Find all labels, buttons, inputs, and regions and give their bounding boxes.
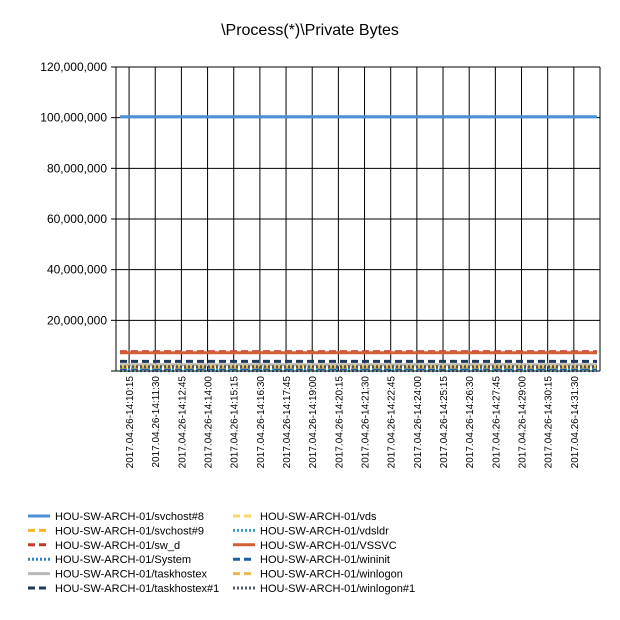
axes [111, 66, 601, 372]
plot-series [120, 115, 597, 373]
legend-label: HOU-SW-ARCH-01/taskhostex [55, 569, 207, 581]
x-tick-label: 2017.04.26-14:27:45 [491, 376, 502, 469]
x-tick-label: 2017.04.26-14:25:15 [439, 376, 450, 469]
x-tick-label: 2017.04.26-14:12:45 [177, 376, 188, 469]
legend: HOU-SW-ARCH-01/svchost#8 HOU-SW-ARCH-01/s… [28, 511, 415, 595]
grid [116, 66, 600, 372]
legend-item: HOU-SW-ARCH-01/winlogon [233, 569, 403, 581]
legend-item: HOU-SW-ARCH-01/taskhostex#1 [28, 583, 219, 595]
legend-item: HOU-SW-ARCH-01/sw_d [28, 540, 180, 552]
y-tick-label: 60,000,000 [47, 212, 107, 226]
x-tick-label: 2017.04.26-14:17:45 [282, 376, 293, 469]
x-tick-label: 2017.04.26-14:22:45 [387, 376, 398, 469]
y-tick-label: 20,000,000 [47, 313, 107, 327]
y-tick-label: 100,000,000 [40, 111, 107, 125]
legend-label: HOU-SW-ARCH-01/vds [260, 511, 377, 523]
x-tick-label: 2017.04.26-14:26:30 [465, 376, 476, 469]
x-tick-label: 2017.04.26-14:10:15 [125, 376, 136, 469]
y-tick-label: 80,000,000 [47, 161, 107, 175]
x-tick-label: 2017.04.26-14:19:00 [308, 376, 319, 469]
legend-item: HOU-SW-ARCH-01/svchost#8 [28, 511, 204, 523]
legend-label: HOU-SW-ARCH-01/winlogon [260, 569, 403, 581]
legend-item: HOU-SW-ARCH-01/svchost#9 [28, 525, 204, 537]
legend-label: HOU-SW-ARCH-01/VSSVC [260, 540, 397, 552]
legend-item: HOU-SW-ARCH-01/winlogon#1 [233, 583, 415, 595]
x-tick-label: 2017.04.26-14:31:30 [570, 376, 581, 469]
x-tick-label: 2017.04.26-14:29:00 [518, 376, 529, 469]
y-axis-ticks: 120,000,000 100,000,000 80,000,000 60,000,0… [40, 60, 107, 327]
legend-label: HOU-SW-ARCH-01/sw_d [55, 540, 180, 552]
y-tick-label: 40,000,000 [47, 263, 107, 277]
x-tick-label: 2017.04.26-14:16:30 [256, 376, 267, 469]
legend-label: HOU-SW-ARCH-01/winlogon#1 [260, 583, 415, 595]
x-tick-label: 2017.04.26-14:30:15 [544, 376, 555, 469]
legend-label: HOU-SW-ARCH-01/vdsldr [260, 525, 389, 537]
legend-item: HOU-SW-ARCH-01/taskhostex [28, 569, 207, 581]
legend-label: HOU-SW-ARCH-01/svchost#8 [55, 511, 204, 523]
legend-item: HOU-SW-ARCH-01/vds [233, 511, 377, 523]
legend-label: HOU-SW-ARCH-01/taskhostex#1 [55, 583, 219, 595]
x-tick-label: 2017.04.26-14:21:30 [361, 376, 372, 469]
legend-label: HOU-SW-ARCH-01/svchost#9 [55, 525, 204, 537]
x-tick-label: 2017.04.26-14:14:00 [204, 376, 215, 469]
legend-item: HOU-SW-ARCH-01/wininit [233, 554, 390, 566]
legend-label: HOU-SW-ARCH-01/wininit [260, 554, 390, 566]
legend-item: HOU-SW-ARCH-01/vdsldr [233, 525, 389, 537]
x-axis-ticks: 2017.04.26-14:10:15 2017.04.26-14:11:30 20… [125, 376, 581, 469]
x-tick-label: 2017.04.26-14:15:15 [230, 376, 241, 469]
legend-item: HOU-SW-ARCH-01/VSSVC [233, 540, 397, 552]
x-tick-label: 2017.04.26-14:20:15 [334, 376, 345, 469]
chart-title: \Process(*)\Private Bytes [221, 22, 399, 39]
legend-label: HOU-SW-ARCH-01/System [55, 554, 191, 566]
x-tick-label: 2017.04.26-14:11:30 [151, 376, 162, 468]
legend-item: HOU-SW-ARCH-01/System [28, 554, 191, 566]
x-tick-label: 2017.04.26-14:24:00 [413, 376, 424, 469]
y-tick-label: 120,000,000 [40, 60, 107, 74]
